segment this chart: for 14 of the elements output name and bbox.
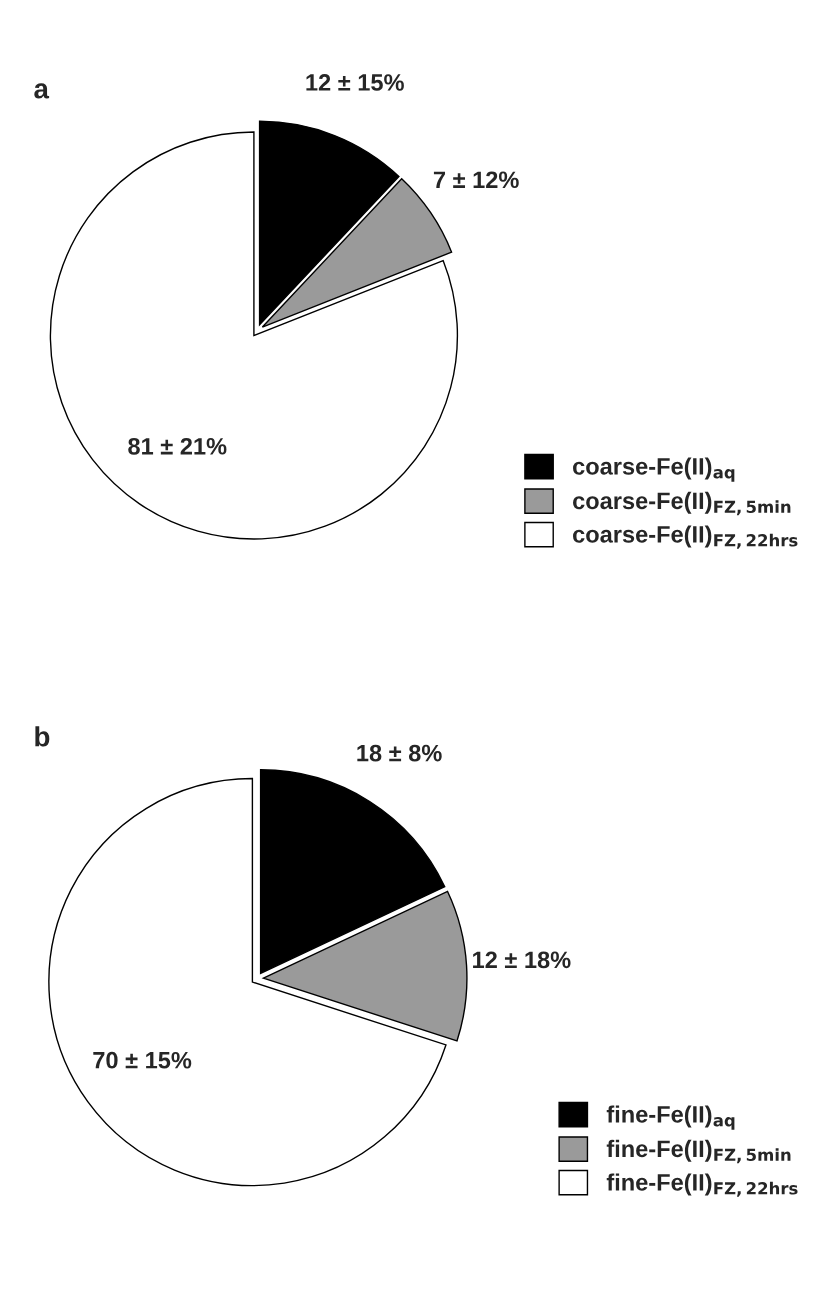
data-label: 18 ± 8%: [357, 744, 442, 762]
legend-label: coarse-Fe(II)$_{FZ,22hrs}$: [573, 525, 798, 549]
legend-label: fine-Fe(II)$_{aq}$: [606, 1105, 735, 1130]
legend-label: fine-Fe(II)$_{FZ,5min}$: [606, 1139, 791, 1164]
data-label: 12 ± 18%: [473, 951, 571, 969]
data-label: 81 ± 21%: [128, 437, 227, 455]
legend-label: fine-Fe(II)$_{FZ,22hrs}$: [606, 1173, 798, 1197]
legend-label: coarse-Fe(II)$_{FZ,5min}$: [573, 491, 791, 516]
data-label: 7 ± 12%: [433, 171, 519, 189]
chart-title: b: [35, 726, 50, 747]
legend-label: coarse-Fe(II)$_{aq}$: [573, 457, 735, 482]
data-label: 70 ± 15%: [93, 1051, 192, 1069]
chart-title: a: [34, 83, 50, 99]
data-label: 12 ± 15%: [306, 74, 404, 91]
